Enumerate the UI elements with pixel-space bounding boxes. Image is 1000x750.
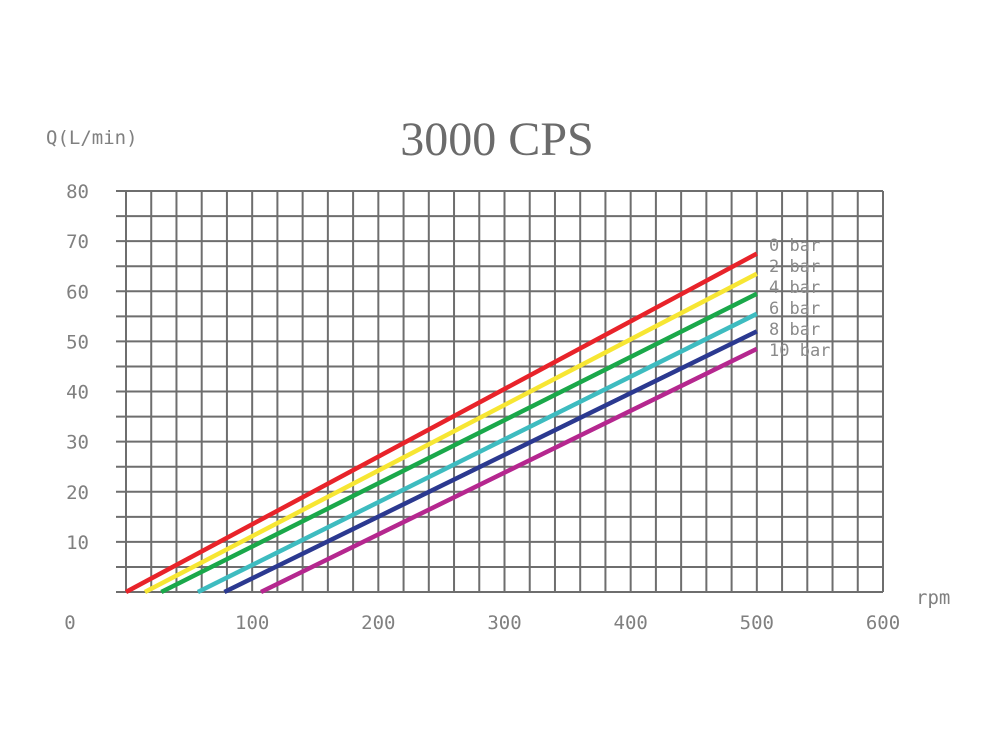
x-tick-label: 300 xyxy=(487,612,521,634)
y-tick-labels: 10 20 30 40 50 60 70 80 xyxy=(66,181,89,554)
x-tick-label: 100 xyxy=(235,612,269,634)
legend-label: 0 bar xyxy=(769,236,820,256)
y-tick-label: 60 xyxy=(66,281,89,303)
legend-label: 4 bar xyxy=(769,278,820,298)
y-tick-label: 50 xyxy=(66,331,89,353)
series-line xyxy=(160,291,758,595)
x-tick-label: 200 xyxy=(361,612,395,634)
chart-title: 3000 CPS xyxy=(400,113,593,166)
legend-label: 10 bar xyxy=(769,341,830,361)
series-line xyxy=(124,251,758,594)
series-line xyxy=(196,311,758,595)
y-tick-label: 20 xyxy=(66,482,89,504)
y-tick-label: 30 xyxy=(66,432,89,454)
legend-label: 8 bar xyxy=(769,320,820,340)
series-line xyxy=(143,271,758,594)
x-tick-labels: 0 100 200 300 400 500 600 xyxy=(64,612,900,634)
y-tick-label: 70 xyxy=(66,231,89,253)
x-tick-label: 500 xyxy=(740,612,774,634)
y-tick-label: 10 xyxy=(66,532,89,554)
y-tick-label: 40 xyxy=(66,382,89,404)
x-tick-label: 400 xyxy=(614,612,648,634)
series-lines xyxy=(124,251,758,595)
grid xyxy=(116,190,884,593)
x-axis-label: rpm xyxy=(916,587,950,609)
x-tick-label: 600 xyxy=(866,612,900,634)
legend-label: 2 bar xyxy=(769,257,820,277)
y-tick-label: 80 xyxy=(66,181,89,203)
series-line xyxy=(223,329,758,595)
y-axis-label: Q(L/min) xyxy=(46,127,138,149)
series-line xyxy=(260,346,758,595)
legend-label: 6 bar xyxy=(769,299,820,319)
x-tick-label: 0 xyxy=(64,612,75,634)
